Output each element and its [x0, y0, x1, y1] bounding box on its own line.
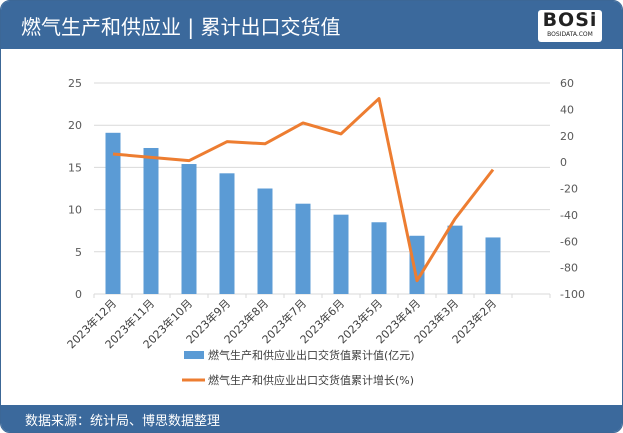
y-left-tick-label: 10	[68, 204, 82, 217]
bar	[257, 188, 273, 294]
y-right-tick-label: -40	[560, 209, 578, 222]
chart: 0510152025-100-80-60-40-2002040602023年12…	[64, 77, 585, 387]
y-right-tick-label: -100	[560, 288, 585, 301]
y-left-tick-label: 25	[68, 77, 82, 90]
bar	[485, 237, 501, 294]
y-right-tick-label: 60	[560, 77, 574, 90]
bar	[143, 147, 159, 294]
y-right-tick-label: 0	[560, 156, 567, 169]
y-right-tick-label: 40	[560, 103, 574, 116]
legend-line-label: 燃气生产和供应业出口交货值累计增长(%)	[208, 373, 414, 387]
bosi-logo: BOSi BOSIDATA.COM	[538, 10, 602, 42]
y-right-tick-label: 20	[560, 130, 574, 143]
y-right-tick-label: -20	[560, 183, 578, 196]
y-right-tick-label: -80	[560, 262, 578, 275]
header-bar: 燃气生产和供应业 | 累计出口交货值 BOSi BOSIDATA.COM	[1, 1, 622, 49]
bar	[105, 132, 121, 294]
y-left-tick-label: 5	[75, 246, 82, 259]
y-right-tick-label: -60	[560, 235, 578, 248]
bar	[409, 235, 425, 294]
footer-bar: 数据来源：统计局、博思数据整理	[1, 405, 622, 432]
legend-bar-label: 燃气生产和供应业出口交货值累计值(亿元)	[208, 348, 415, 362]
y-left-tick-label: 0	[75, 288, 82, 301]
legend-bar-swatch	[184, 351, 204, 359]
bar	[181, 164, 197, 294]
bar	[333, 214, 349, 294]
y-left-tick-label: 15	[68, 161, 82, 174]
bar	[371, 222, 387, 294]
bar	[219, 173, 235, 294]
bar	[295, 203, 311, 294]
y-left-tick-label: 20	[68, 119, 82, 132]
data-source: 数据来源：统计局、博思数据整理	[25, 414, 221, 429]
chart-title: 燃气生产和供应业 | 累计出口交货值	[21, 15, 341, 39]
bar	[447, 225, 463, 294]
